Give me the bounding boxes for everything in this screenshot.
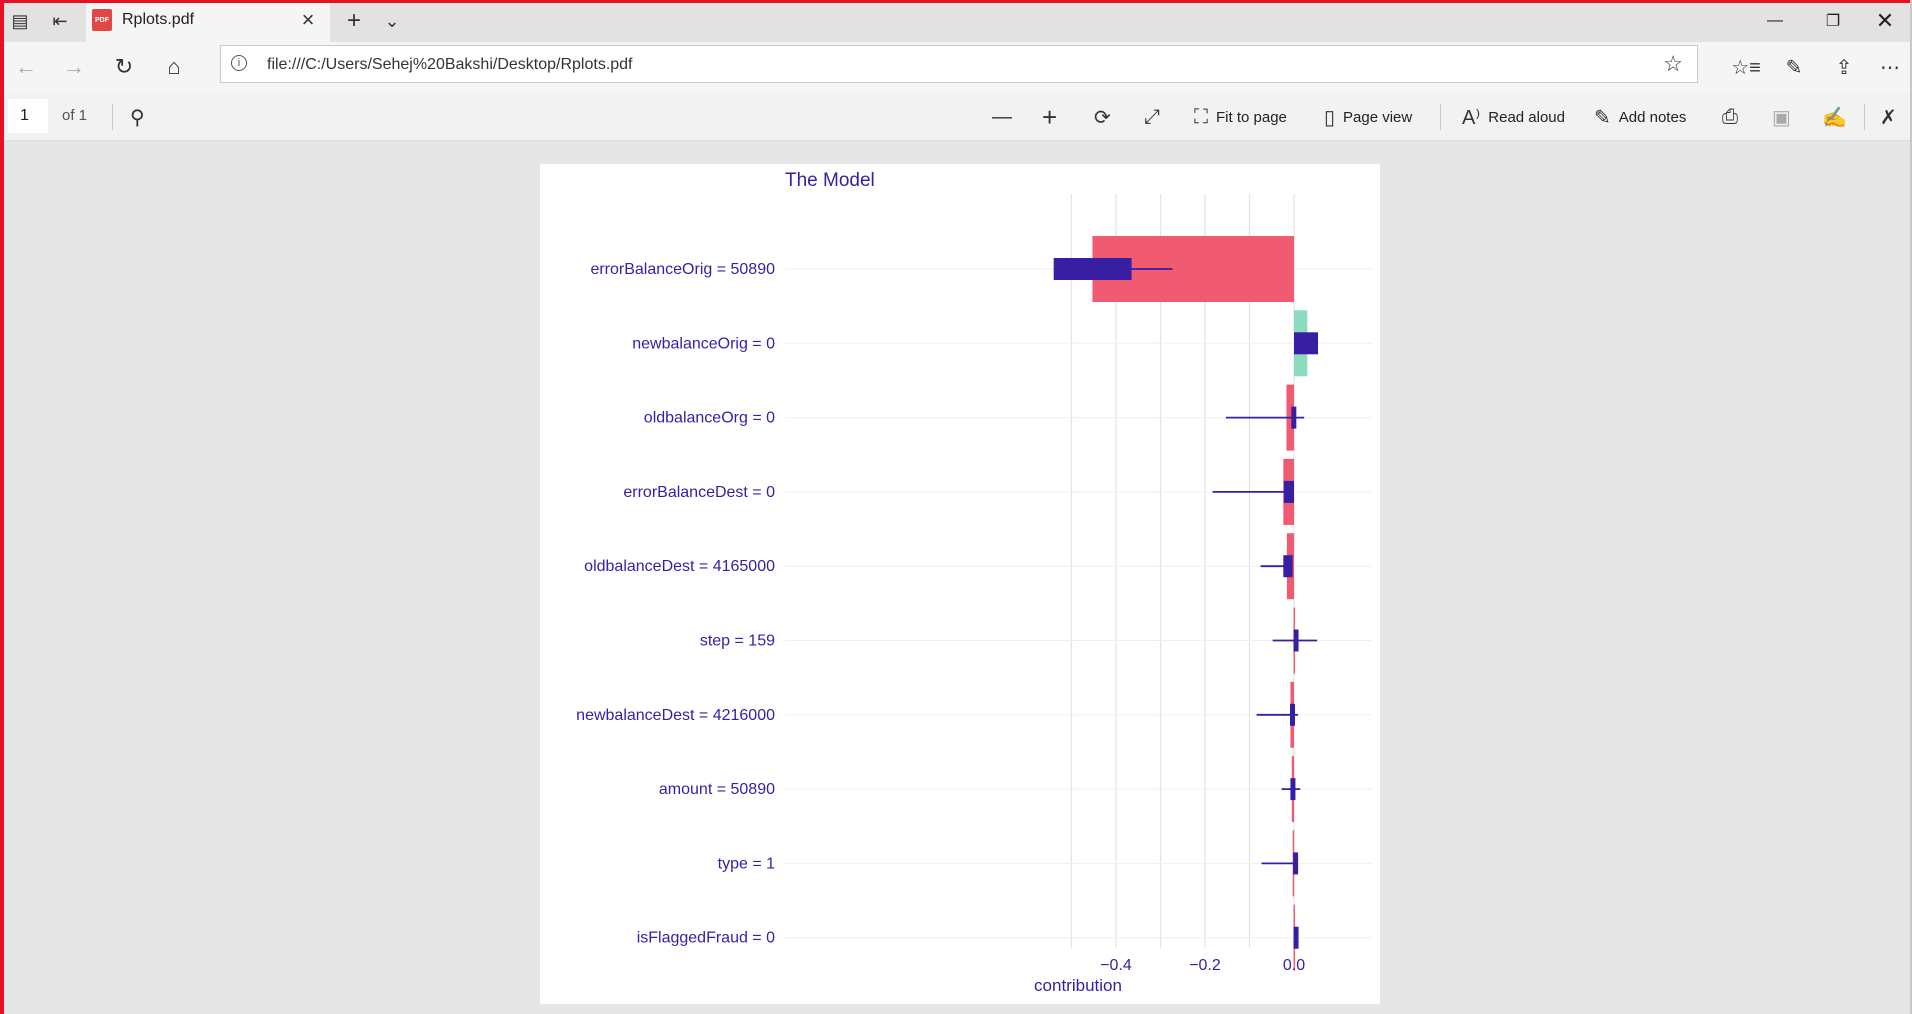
category-label: newbalanceOrig = 0 <box>632 335 775 352</box>
rotate-icon: ⟳ <box>1094 106 1111 129</box>
pen-icon: ✎ <box>1594 106 1611 129</box>
back-icon[interactable]: ← <box>15 54 37 79</box>
search-icon[interactable]: ⚲ <box>130 106 145 129</box>
tab-actions-icon[interactable]: ▤ <box>11 10 29 31</box>
boxplot-box <box>1283 555 1293 578</box>
category-label: oldbalanceOrg = 0 <box>644 410 775 427</box>
toolbar-divider <box>1440 104 1441 130</box>
boxplot-box <box>1053 258 1132 280</box>
read-aloud-label: Read aloud <box>1488 108 1565 126</box>
boxplot-box <box>1294 332 1319 355</box>
x-tick-label: −0.4 <box>1100 957 1132 974</box>
save-as-icon[interactable]: ✍ <box>1822 106 1847 129</box>
favorites-list-icon[interactable]: ☆≡ <box>1731 56 1761 79</box>
close-icon[interactable]: × <box>301 7 315 32</box>
boxplot-box <box>1283 480 1294 503</box>
boxplot-box <box>1293 926 1299 949</box>
category-label: errorBalanceOrig = 50890 <box>590 261 775 278</box>
page-count: of 1 <box>62 107 88 124</box>
category-label: errorBalanceDest = 0 <box>623 484 775 501</box>
tab-bar: ▤ ⇤ PDF Rplots.pdf × + ⌄ — ❐ ✕ <box>0 0 1912 42</box>
zoom-in-button[interactable]: + <box>1042 100 1065 134</box>
fullscreen-button[interactable]: ⤢ <box>1144 100 1168 134</box>
pin-icon[interactable]: ✗ <box>1880 106 1897 129</box>
category-label: amount = 50890 <box>659 781 775 798</box>
page-view-label: Page view <box>1343 108 1413 126</box>
page-view-button[interactable]: ▯ Page view <box>1324 100 1412 134</box>
expand-icon: ⤢ <box>1144 105 1160 128</box>
minus-icon: — <box>992 105 1012 128</box>
boxplot-box <box>1293 629 1299 652</box>
zoom-out-button[interactable]: — <box>992 100 1020 134</box>
add-notes-button[interactable]: ✎ Add notes <box>1594 100 1686 134</box>
window-border-right <box>1910 0 1912 1014</box>
rotate-button[interactable]: ⟳ <box>1094 100 1119 134</box>
window-close-icon[interactable]: ✕ <box>1875 8 1895 33</box>
category-label: oldbalanceDest = 4165000 <box>584 558 775 575</box>
pen-icon[interactable]: ✎ <box>1785 56 1803 79</box>
fit-icon: ⛶ <box>1194 105 1208 128</box>
boxplot-box <box>1291 406 1297 429</box>
window-border-left <box>0 0 4 1014</box>
share-icon[interactable]: ⇪ <box>1835 56 1853 79</box>
print-icon[interactable]: ⎙ <box>1722 105 1738 128</box>
restore-icon[interactable]: ❐ <box>1825 13 1841 30</box>
category-label: newbalanceDest = 4216000 <box>576 707 775 724</box>
pdf-page: errorBalanceOrig = 50890 newbalanceOrig =… <box>540 164 1380 1004</box>
contribution-chart: errorBalanceOrig = 50890 newbalanceOrig =… <box>576 170 1372 995</box>
chevron-down-icon[interactable]: ⌄ <box>384 10 400 31</box>
fit-to-page-button[interactable]: ⛶ Fit to page <box>1194 100 1287 134</box>
read-aloud-icon: A⁾ <box>1462 106 1481 129</box>
fit-to-page-label: Fit to page <box>1216 108 1287 126</box>
favorite-star-icon[interactable]: ☆ <box>1663 51 1683 76</box>
forward-icon[interactable]: → <box>63 54 85 79</box>
x-tick-label: −0.2 <box>1189 957 1221 974</box>
new-tab-icon[interactable]: + <box>346 7 361 34</box>
page-icon: ▯ <box>1324 106 1336 129</box>
tab-title: Rplots.pdf <box>122 11 195 28</box>
url-text: file:///C:/Users/Sehej%20Bakshi/Desktop/… <box>267 56 633 73</box>
set-aside-tabs-icon[interactable]: ⇤ <box>52 10 68 31</box>
add-notes-label: Add notes <box>1618 108 1687 126</box>
refresh-icon[interactable]: ↻ <box>114 54 134 79</box>
toolbar-divider <box>1864 104 1865 130</box>
page-number-input[interactable]: 1 <box>8 99 48 133</box>
save-icon[interactable]: ▣ <box>1772 106 1791 129</box>
home-icon[interactable]: ⌂ <box>167 54 181 79</box>
toolbar-divider <box>112 104 113 130</box>
chart-title: The Model <box>785 170 875 191</box>
url-field[interactable]: i file:///C:/Users/Sehej%20Bakshi/Deskto… <box>220 45 1698 83</box>
address-bar: ← → ↻ ⌂ i file:///C:/Users/Sehej%20Baksh… <box>0 42 1912 92</box>
minimize-icon[interactable]: — <box>1767 12 1783 29</box>
pdf-file-icon: PDF <box>92 9 112 31</box>
plus-icon: + <box>1042 101 1058 132</box>
read-aloud-button[interactable]: A⁾ Read aloud <box>1462 100 1565 134</box>
x-tick-label: 0.0 <box>1283 957 1305 974</box>
x-axis-label: contribution <box>1034 976 1122 995</box>
pdf-toolbar: 1 of 1 ⚲ — + ⟳ ⤢ ⛶ Fit to page ▯ Page view… <box>0 92 1912 141</box>
boxplot-box <box>1290 778 1296 801</box>
info-icon[interactable]: i <box>231 55 247 71</box>
boxplot-box <box>1293 852 1299 875</box>
category-label: isFlaggedFraud = 0 <box>637 930 775 947</box>
category-label: step = 159 <box>700 633 775 650</box>
window-border-top <box>0 0 1912 3</box>
category-label: type = 1 <box>718 855 775 872</box>
more-icon[interactable]: ⋯ <box>1880 56 1900 79</box>
boxplot-box <box>1289 703 1295 726</box>
tab-rplots[interactable]: PDF Rplots.pdf × <box>86 0 330 42</box>
